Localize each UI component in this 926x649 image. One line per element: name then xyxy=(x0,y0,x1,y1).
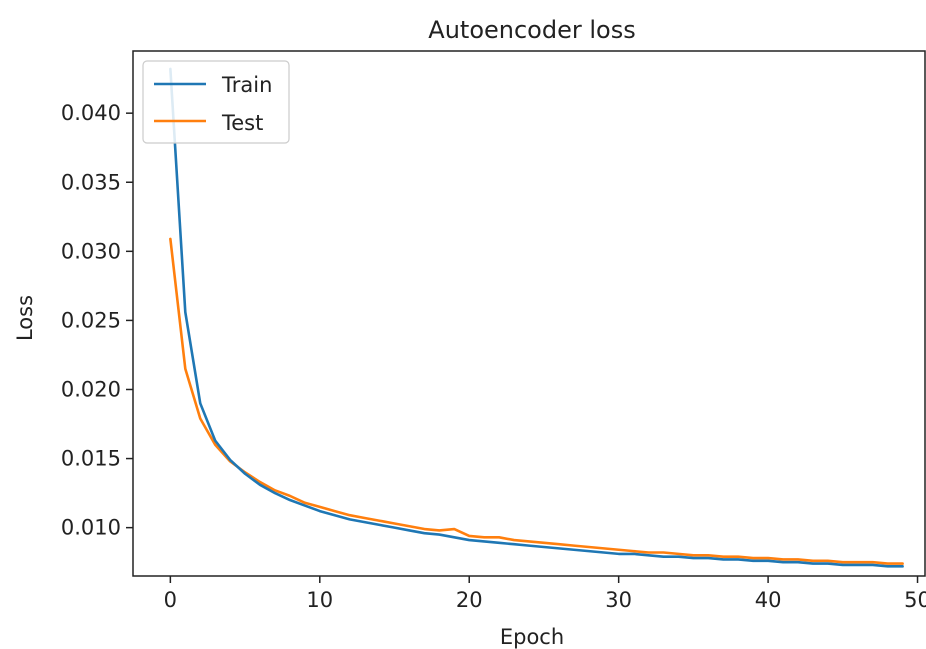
legend-label-train: Train xyxy=(221,73,272,97)
series-line-train xyxy=(169,67,904,568)
y-tick-label: 0.020 xyxy=(61,377,121,401)
x-tick-label: 10 xyxy=(306,588,333,612)
x-tick-label: 20 xyxy=(456,588,483,612)
legend: Train Test xyxy=(142,60,290,144)
y-tick-label: 0.015 xyxy=(61,447,121,471)
y-axis-label: Loss xyxy=(13,295,37,341)
x-axis-label: Epoch xyxy=(500,625,564,649)
chart-title: Autoencoder loss xyxy=(428,16,635,44)
legend-box xyxy=(142,60,290,144)
series-line-test xyxy=(169,237,904,565)
x-tick-label: 0 xyxy=(164,588,177,612)
x-tick-label: 30 xyxy=(605,588,632,612)
y-tick-label: 0.010 xyxy=(61,516,121,540)
x-axis: 0 10 20 30 40 50 xyxy=(164,576,926,612)
x-tick-label: 50 xyxy=(904,588,926,612)
y-tick-label: 0.035 xyxy=(61,170,121,194)
legend-label-test: Test xyxy=(221,111,263,135)
y-tick-label: 0.030 xyxy=(61,239,121,263)
plot-area-frame xyxy=(132,50,926,577)
y-axis: 0.010 0.015 0.020 0.025 0.030 0.035 0.040 xyxy=(61,101,133,540)
y-tick-label: 0.040 xyxy=(61,101,121,125)
x-tick-label: 40 xyxy=(755,588,782,612)
series-lines xyxy=(169,67,904,568)
y-tick-label: 0.025 xyxy=(61,308,121,332)
